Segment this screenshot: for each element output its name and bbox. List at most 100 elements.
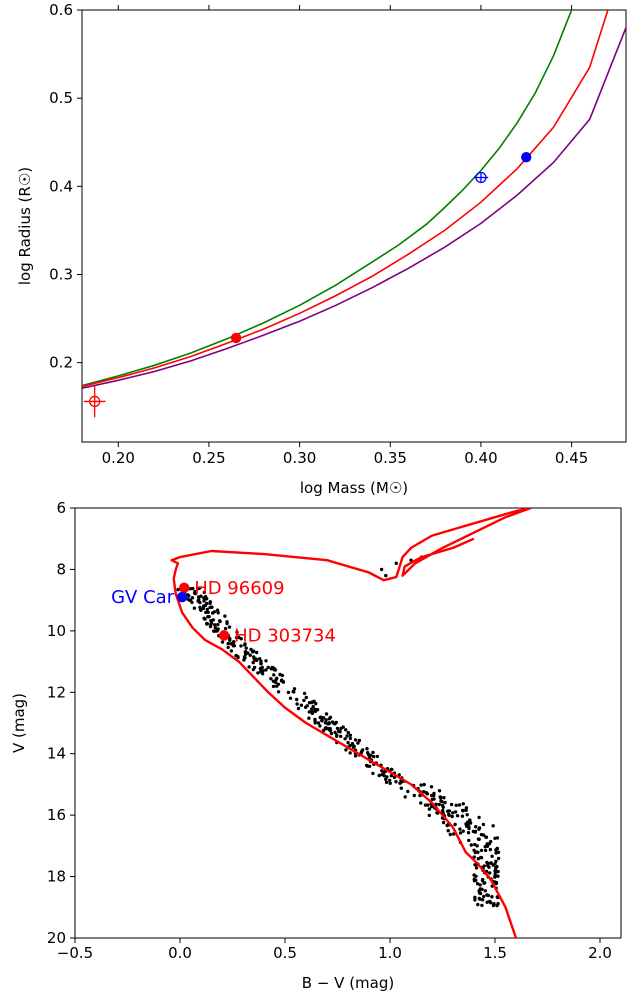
field-star bbox=[274, 680, 278, 685]
field-star bbox=[437, 789, 442, 793]
field-star bbox=[205, 607, 209, 612]
field-star bbox=[458, 827, 462, 831]
field-star bbox=[353, 738, 358, 742]
field-star bbox=[479, 848, 484, 853]
field-star bbox=[236, 655, 240, 660]
field-star bbox=[292, 687, 297, 691]
field-star bbox=[475, 882, 480, 886]
field-star bbox=[372, 754, 376, 759]
field-star bbox=[216, 622, 220, 627]
field-star bbox=[304, 695, 308, 700]
field-star bbox=[494, 848, 498, 852]
field-star bbox=[477, 896, 481, 901]
field-star bbox=[446, 829, 450, 833]
field-star bbox=[435, 811, 439, 815]
field-star bbox=[426, 803, 430, 807]
bottom-ytick-label-1: 8 bbox=[56, 560, 66, 578]
field-star bbox=[380, 769, 384, 773]
field-star bbox=[455, 814, 460, 818]
field-star bbox=[385, 775, 389, 779]
field-star bbox=[493, 836, 497, 840]
field-star bbox=[399, 786, 403, 790]
field-star bbox=[295, 697, 299, 702]
bottom-ytick-label-0: 6 bbox=[56, 499, 66, 517]
field-star bbox=[339, 726, 343, 731]
field-star bbox=[324, 718, 328, 722]
field-star bbox=[473, 898, 477, 902]
bottom-ytick-label-7: 20 bbox=[47, 929, 66, 947]
field-star bbox=[430, 804, 434, 809]
field-star bbox=[193, 591, 198, 596]
field-star bbox=[375, 754, 380, 759]
field-star bbox=[296, 706, 301, 711]
field-star bbox=[280, 673, 284, 678]
field-star bbox=[206, 615, 210, 619]
isochrone-curve bbox=[170, 508, 532, 938]
field-star bbox=[447, 813, 451, 817]
field-star bbox=[273, 668, 278, 672]
field-star bbox=[313, 721, 317, 725]
field-star bbox=[303, 705, 308, 709]
top-ytick-label-4: 0.6 bbox=[49, 1, 73, 19]
field-star bbox=[198, 607, 203, 612]
field-star bbox=[242, 655, 247, 659]
field-star bbox=[429, 785, 434, 789]
field-star bbox=[266, 665, 270, 670]
field-star bbox=[389, 774, 394, 778]
field-star bbox=[443, 800, 447, 805]
field-star bbox=[425, 792, 430, 796]
field-star bbox=[247, 665, 251, 669]
top-xtick-label-5: 0.45 bbox=[555, 449, 588, 467]
field-star bbox=[217, 619, 222, 623]
field-star bbox=[205, 597, 209, 601]
field-star bbox=[211, 611, 215, 615]
field-star bbox=[196, 586, 200, 591]
field-star bbox=[206, 610, 210, 614]
field-star bbox=[243, 642, 247, 646]
top-model-curves bbox=[82, 10, 626, 389]
field-star bbox=[348, 733, 353, 737]
top-ytick-label-2: 0.4 bbox=[49, 177, 73, 195]
field-star bbox=[260, 665, 264, 670]
field-star bbox=[468, 818, 472, 823]
field-star bbox=[484, 835, 488, 839]
top-x-axis-label: log Mass (M☉) bbox=[300, 479, 408, 497]
field-star bbox=[202, 596, 206, 600]
field-star bbox=[460, 814, 465, 818]
field-star bbox=[186, 597, 190, 601]
field-star bbox=[422, 782, 426, 787]
field-star bbox=[448, 832, 452, 837]
field-star bbox=[496, 874, 500, 878]
field-star bbox=[449, 802, 454, 807]
field-star bbox=[327, 717, 331, 721]
field-star bbox=[324, 727, 328, 731]
field-star bbox=[394, 780, 398, 784]
top-x-ticks: 0.20 0.25 0.30 0.35 0.40 0.45 bbox=[102, 5, 588, 467]
field-star bbox=[491, 824, 495, 828]
field-star bbox=[366, 751, 370, 755]
field-star bbox=[231, 644, 235, 648]
field-star bbox=[438, 796, 443, 800]
field-star bbox=[248, 653, 252, 657]
field-star bbox=[474, 866, 479, 870]
field-star bbox=[345, 734, 349, 738]
field-star bbox=[264, 668, 268, 672]
field-star bbox=[429, 793, 434, 798]
bottom-y-ticks: 6 8 10 12 14 16 18 20 bbox=[47, 499, 75, 947]
field-star bbox=[483, 881, 487, 885]
field-star bbox=[388, 781, 392, 785]
field-star bbox=[225, 620, 229, 624]
top-ytick-label-0: 0.2 bbox=[49, 354, 73, 372]
field-star bbox=[353, 754, 358, 758]
field-star bbox=[192, 606, 197, 610]
field-star bbox=[377, 773, 381, 778]
field-star bbox=[461, 802, 465, 806]
field-stars bbox=[176, 555, 501, 908]
top-xtick-label-0: 0.20 bbox=[102, 449, 135, 467]
field-star bbox=[389, 767, 394, 772]
field-star bbox=[485, 860, 489, 865]
field-star bbox=[335, 733, 339, 737]
field-star bbox=[302, 698, 306, 703]
field-star bbox=[471, 829, 476, 834]
